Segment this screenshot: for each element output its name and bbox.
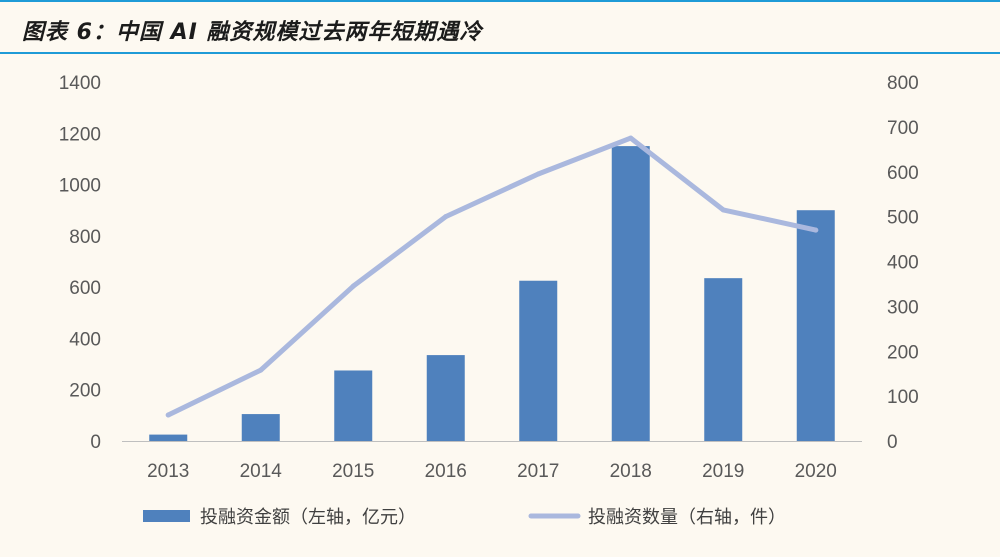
- series-line: [165, 135, 819, 418]
- legend-line-label: 投融资数量（右轴，件）: [588, 507, 786, 528]
- x-tick-label: 2016: [425, 461, 467, 482]
- x-tick-label: 2017: [517, 461, 559, 482]
- bar: [796, 210, 835, 441]
- y-left-tick-label: 400: [69, 329, 101, 350]
- y-right-tick-label: 500: [887, 208, 919, 229]
- line-point: [628, 135, 634, 141]
- y-left-tick-label: 1000: [59, 176, 101, 197]
- x-tick-label: 2014: [240, 461, 283, 482]
- bar: [241, 414, 280, 441]
- y-right-tick-label: 0: [887, 432, 898, 453]
- y-left-tick-label: 0: [90, 432, 101, 453]
- y-right-tick-label: 700: [887, 118, 919, 139]
- bar: [519, 280, 558, 441]
- bar: [426, 355, 465, 441]
- x-tick-label: 2015: [332, 461, 374, 482]
- y-right-tick-label: 800: [887, 73, 919, 94]
- bar: [149, 434, 188, 441]
- line-point: [443, 214, 449, 220]
- title-bar: 图表 6：中国 AI 融资规模过去两年短期遇冷: [0, 0, 1000, 54]
- line-point: [535, 171, 541, 177]
- bar: [704, 278, 743, 441]
- y-left-tick-label: 600: [69, 278, 101, 299]
- line-point: [165, 412, 171, 418]
- line-point: [720, 207, 726, 213]
- bar: [334, 370, 373, 441]
- y-right-tick-label: 400: [887, 253, 919, 274]
- x-tick-label: 2020: [795, 461, 837, 482]
- y-left-tick-label: 1200: [59, 124, 101, 145]
- line-point: [258, 367, 264, 373]
- x-tick-label: 2013: [147, 461, 189, 482]
- line-point: [813, 227, 819, 233]
- bar: [611, 146, 650, 441]
- y-left-tick-label: 200: [69, 381, 101, 402]
- x-tick-label: 2018: [610, 461, 652, 482]
- legend-bar-label: 投融资金额（左轴，亿元）: [200, 507, 416, 528]
- y-left-tick-label: 800: [69, 227, 101, 248]
- y-right-tick-label: 300: [887, 297, 919, 318]
- y-right-tick-label: 600: [887, 163, 919, 184]
- y-right-tick-label: 200: [887, 342, 919, 363]
- legend-bar-swatch: [143, 510, 190, 522]
- chart-title: 图表 6：中国 AI 融资规模过去两年短期遇冷: [22, 20, 483, 45]
- x-tick-label: 2019: [702, 461, 744, 482]
- y-right-tick-label: 100: [887, 387, 919, 408]
- line-point: [350, 283, 356, 289]
- y-left-tick-label: 1400: [59, 73, 101, 94]
